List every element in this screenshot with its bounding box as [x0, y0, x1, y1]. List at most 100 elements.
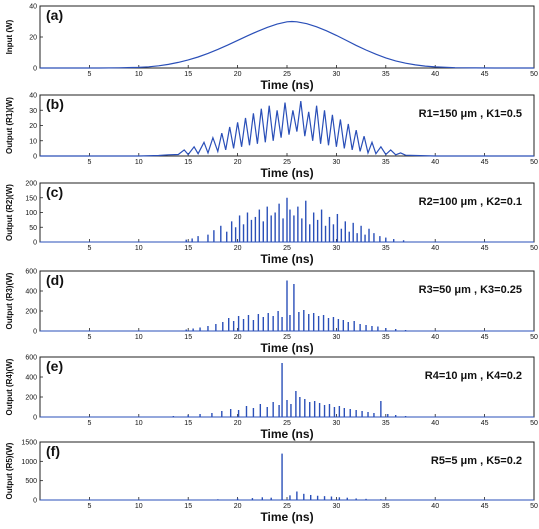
y-tick-label: 100 [25, 210, 37, 217]
y-tick-label: 0 [33, 240, 37, 247]
panel-annotation: R5=5 μm , K5=0.2 [431, 455, 522, 467]
y-tick-label: 1000 [21, 459, 37, 466]
y-axis-label: Output (R2)(W) [5, 184, 14, 241]
x-tick-label: 30 [333, 334, 341, 341]
x-tick-label: 45 [481, 159, 489, 166]
x-tick-label: 15 [184, 420, 192, 427]
x-axis-label: Time (ns) [260, 252, 313, 266]
panel-annotation: R3=50 μm , K3=0.25 [419, 284, 522, 296]
x-axis-label: Time (ns) [260, 166, 313, 180]
x-tick-label: 35 [382, 334, 390, 341]
x-tick-label: 20 [234, 503, 242, 510]
x-tick-label: 50 [530, 71, 538, 78]
panel-label: (d) [46, 272, 64, 288]
x-tick-label: 5 [87, 159, 91, 166]
x-tick-label: 15 [184, 71, 192, 78]
x-tick-label: 35 [382, 245, 390, 252]
x-tick-label: 25 [283, 245, 291, 252]
x-tick-label: 35 [382, 71, 390, 78]
x-tick-label: 40 [431, 503, 439, 510]
x-tick-label: 50 [530, 503, 538, 510]
x-tick-label: 25 [283, 420, 291, 427]
x-tick-label: 30 [333, 503, 341, 510]
series-line-1 [40, 101, 534, 157]
x-tick-label: 45 [481, 334, 489, 341]
x-tick-label: 5 [87, 334, 91, 341]
x-tick-label: 30 [333, 245, 341, 252]
x-tick-label: 40 [431, 420, 439, 427]
x-tick-label: 5 [87, 71, 91, 78]
y-tick-label: 0 [33, 498, 37, 505]
panel-annotation: R4=10 μm , K4=0.2 [425, 370, 522, 382]
x-tick-label: 10 [135, 71, 143, 78]
x-tick-label: 30 [333, 71, 341, 78]
x-tick-label: 25 [283, 159, 291, 166]
plot-frame [39, 441, 535, 501]
y-tick-label: 50 [29, 225, 37, 232]
y-tick-label: 200 [25, 181, 37, 188]
x-tick-label: 15 [184, 503, 192, 510]
series-line-1 [40, 20, 534, 69]
x-tick-label: 10 [135, 159, 143, 166]
x-tick-label: 20 [234, 420, 242, 427]
x-tick-label: 15 [184, 334, 192, 341]
x-tick-label: 25 [283, 503, 291, 510]
x-tick-label: 40 [431, 245, 439, 252]
panel-5: 5 10 15 20 25 30 35 40 45 50 0 200 400 600 (e) R4=10 μm… [5, 355, 538, 442]
y-tick-label: 30 [29, 108, 37, 115]
y-tick-label: 20 [29, 123, 37, 130]
y-axis-label: Output (R4)(W) [5, 358, 14, 415]
x-tick-label: 40 [431, 71, 439, 78]
x-tick-label: 15 [184, 245, 192, 252]
panel-annotation: R1=150 μm , K1=0.5 [419, 108, 522, 120]
x-tick-label: 5 [87, 245, 91, 252]
panel-label: (e) [46, 358, 63, 374]
panel-label: (f) [46, 443, 60, 459]
x-tick-label: 45 [481, 245, 489, 252]
x-tick-label: 50 [530, 334, 538, 341]
y-tick-label: 600 [25, 355, 37, 362]
panel-label: (b) [46, 96, 64, 112]
panel-label: (a) [46, 7, 63, 23]
panel-2: 5 10 15 20 25 30 35 40 45 50 0 10 20 30 40 (b) R1=150 μm… [5, 93, 538, 181]
x-tick-label: 25 [283, 334, 291, 341]
y-tick-label: 10 [29, 138, 37, 145]
y-tick-label: 20 [29, 35, 37, 42]
x-tick-label: 30 [333, 159, 341, 166]
x-tick-label: 10 [135, 245, 143, 252]
panel-1: 5 10 15 20 25 30 35 40 45 50 0 20 40 (a) Input (W) Time… [5, 4, 538, 93]
y-tick-label: 1500 [21, 440, 37, 447]
plot-frame [39, 94, 535, 157]
x-tick-label: 20 [234, 334, 242, 341]
x-tick-label: 35 [382, 159, 390, 166]
panel-3: 5 10 15 20 25 30 35 40 45 50 0 50 100 150 200 (c) R2=100… [5, 181, 538, 267]
y-tick-label: 200 [25, 309, 37, 316]
x-tick-label: 20 [234, 159, 242, 166]
x-tick-label: 10 [135, 420, 143, 427]
x-tick-label: 40 [431, 159, 439, 166]
x-axis-label: Time (ns) [260, 78, 313, 92]
x-tick-label: 45 [481, 420, 489, 427]
y-tick-label: 0 [33, 154, 37, 161]
y-tick-label: 150 [25, 195, 37, 202]
y-tick-label: 0 [33, 66, 37, 73]
x-tick-label: 50 [530, 245, 538, 252]
x-axis-label: Time (ns) [260, 510, 313, 524]
x-tick-label: 50 [530, 420, 538, 427]
x-tick-label: 45 [481, 71, 489, 78]
y-tick-label: 500 [25, 478, 37, 485]
x-axis-label: Time (ns) [260, 341, 313, 355]
x-tick-label: 5 [87, 420, 91, 427]
y-axis-label: Output (R1)(W) [5, 97, 14, 154]
x-tick-label: 25 [283, 71, 291, 78]
x-tick-label: 10 [135, 334, 143, 341]
y-axis-label: Input (W) [5, 19, 14, 54]
x-tick-label: 15 [184, 159, 192, 166]
y-tick-label: 0 [33, 415, 37, 422]
y-tick-label: 400 [25, 375, 37, 382]
x-tick-label: 20 [234, 71, 242, 78]
panel-label: (c) [46, 184, 63, 200]
x-tick-label: 50 [530, 159, 538, 166]
